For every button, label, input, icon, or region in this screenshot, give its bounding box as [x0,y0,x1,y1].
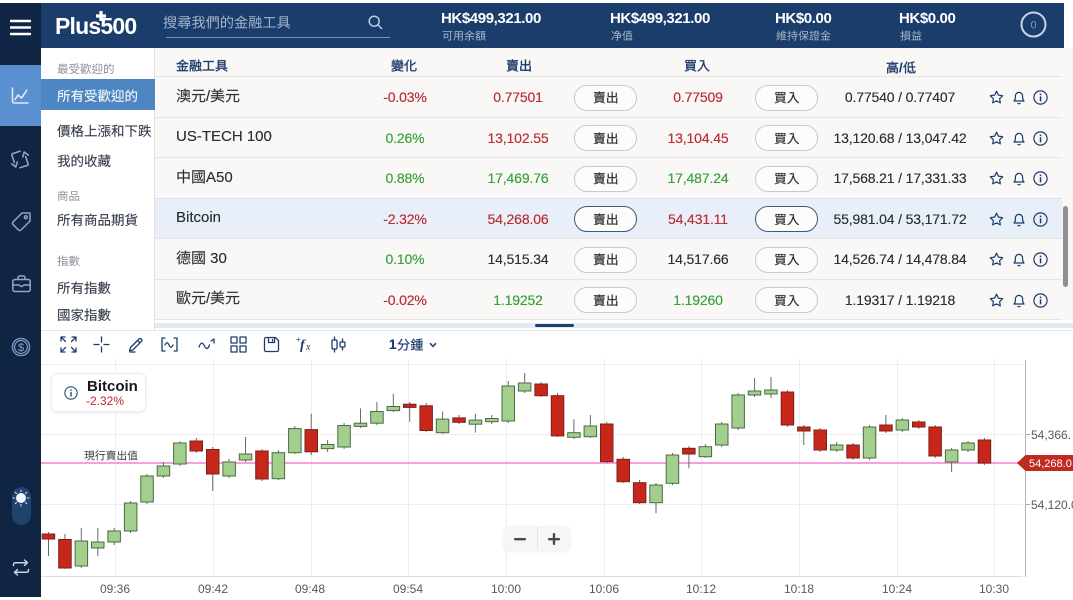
svg-text:0: 0 [1030,20,1036,32]
svg-text:$: $ [18,341,24,353]
svg-text:f: f [300,338,306,353]
svg-text:+: + [296,335,301,344]
svg-text:x: x [305,342,311,353]
svg-text:54,268.0: 54,268.0 [1029,458,1072,470]
